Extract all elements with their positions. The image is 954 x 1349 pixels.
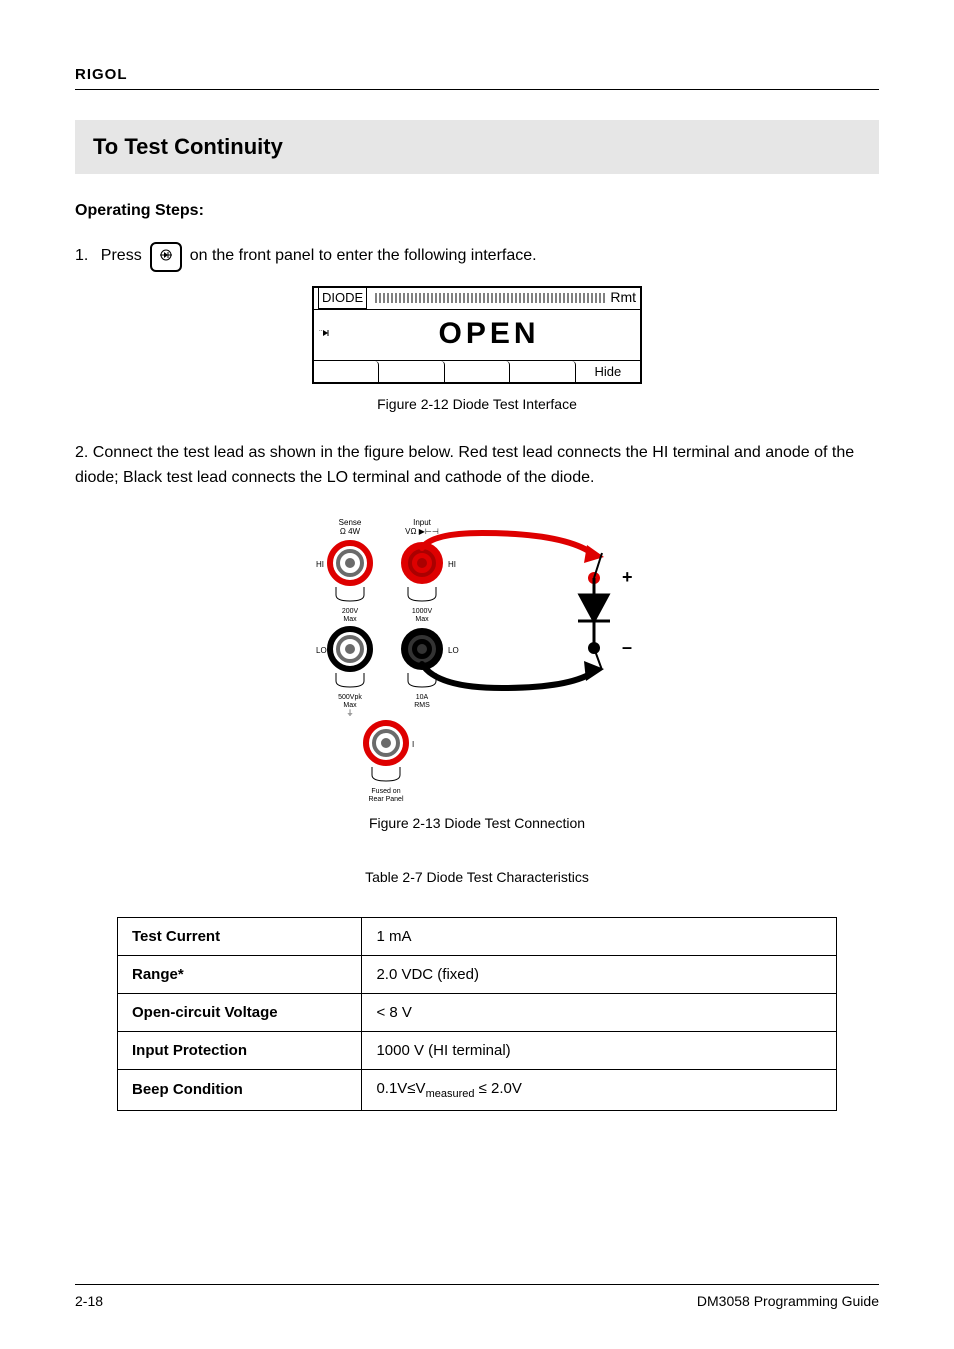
- table-row: Test Current 1 mA: [118, 917, 837, 955]
- lcd-screenshot: DIODE Rmt ... OPEN Hide: [312, 286, 642, 384]
- cell-label: Input Protection: [118, 1031, 362, 1069]
- plus-label: +: [622, 567, 633, 587]
- cell-value: < 8 V: [362, 993, 837, 1031]
- figure-13-caption: Figure 2-13 Diode Test Connection: [75, 813, 879, 835]
- lcd-diode-icon: ...: [314, 325, 338, 345]
- table-row: Beep Condition 0.1V≤Vmeasured ≤ 2.0V: [118, 1069, 837, 1110]
- max1-label: Max: [343, 616, 357, 623]
- bracket-1000v: [408, 587, 436, 601]
- step-1: 1. Press on the front panel to enter the…: [75, 242, 879, 415]
- v1000-label: 1000V: [412, 608, 433, 615]
- lcd-softkeys: Hide: [314, 360, 640, 382]
- page-header: RIGOL: [75, 66, 879, 90]
- lo-right-label: LO: [448, 646, 459, 655]
- footer-rule: [75, 1284, 879, 1285]
- a10-label: 10A: [416, 694, 429, 701]
- cell-label: Range*: [118, 955, 362, 993]
- gnd-label: ⏚: [347, 709, 354, 717]
- max3-label: Max: [343, 702, 357, 709]
- header-rule: [75, 89, 879, 90]
- cell-value: 1 mA: [362, 917, 837, 955]
- table-row: Input Protection 1000 V (HI terminal): [118, 1031, 837, 1069]
- cell-label: Test Current: [118, 917, 362, 955]
- table-row: Open-circuit Voltage < 8 V: [118, 993, 837, 1031]
- input-label: Input: [413, 518, 432, 527]
- cell-label: Open-circuit Voltage: [118, 993, 362, 1031]
- footer-page: 2-18: [75, 1293, 103, 1309]
- lcd-tab-1: [314, 361, 379, 382]
- footer-doc: DM3058 Programming Guide: [697, 1293, 879, 1309]
- lcd-dots: [375, 293, 606, 303]
- i-label: I: [412, 740, 414, 749]
- step-2: 2. Connect the test lead as shown in the…: [75, 441, 879, 834]
- diode-key-icon: [150, 242, 182, 272]
- table-caption: Table 2-7 Diode Test Characteristics: [75, 869, 879, 885]
- step-1-number: 1.: [75, 244, 88, 269]
- lcd-remote-label: Rmt: [610, 287, 636, 309]
- bracket-200v: [336, 587, 364, 601]
- page-footer: 2-18 DM3058 Programming Guide: [75, 1284, 879, 1309]
- sense2-label: Ω 4W: [340, 527, 361, 536]
- bracket-fused: [372, 767, 400, 781]
- lcd-tab-2: [379, 361, 444, 382]
- section-title: To Test Continuity: [75, 120, 879, 174]
- diode-symbol: [578, 578, 610, 648]
- lcd-top-bar: DIODE Rmt: [314, 288, 640, 310]
- sense-label: Sense: [339, 518, 362, 527]
- red-lead: [422, 533, 592, 553]
- rear-label: Rear Panel: [368, 796, 403, 803]
- cell-value: 0.1V≤Vmeasured ≤ 2.0V: [362, 1069, 837, 1110]
- lcd-main: ... OPEN: [314, 310, 640, 360]
- fused-label: Fused on: [371, 788, 400, 795]
- input2-label: VΩ ▶⊢⊣: [405, 527, 439, 536]
- step-2-text: Connect the test lead as shown in the fi…: [75, 444, 854, 486]
- black-probe-tip: [584, 661, 604, 681]
- step-2-number: 2.: [75, 444, 88, 461]
- cell-label: Beep Condition: [118, 1069, 362, 1110]
- rms-label: RMS: [414, 702, 430, 709]
- lcd-tab-hide: Hide: [576, 361, 640, 382]
- lcd-mode: DIODE: [318, 287, 367, 309]
- cell-value: 1000 V (HI terminal): [362, 1031, 837, 1069]
- lo-left-label: LO: [316, 646, 327, 655]
- black-lead: [422, 664, 592, 688]
- max2-label: Max: [415, 616, 429, 623]
- minus-label: –: [622, 637, 632, 657]
- lcd-tab-3: [445, 361, 510, 382]
- intro-label: Operating Steps:: [75, 202, 879, 220]
- v500-label: 500Vpk: [338, 694, 362, 701]
- v200-label: 200V: [342, 608, 359, 615]
- connection-diagram: Sense Ω 4W Input VΩ ▶⊢⊣ HI HI 200V Max 1…: [302, 503, 652, 803]
- brand-label: RIGOL: [75, 66, 879, 83]
- spec-table: Test Current 1 mA Range* 2.0 VDC (fixed)…: [117, 917, 837, 1111]
- jack-sense-hi: [330, 543, 370, 583]
- step-1-before: Press: [101, 244, 142, 269]
- lcd-reading: OPEN: [338, 311, 640, 358]
- figure-12-caption: Figure 2-12 Diode Test Interface: [75, 394, 879, 416]
- bracket-500v: [336, 673, 364, 687]
- jack-current: [366, 723, 406, 763]
- step-1-after: on the front panel to enter the followin…: [190, 244, 537, 269]
- jack-sense-lo: [330, 629, 370, 669]
- lcd-tab-4: [510, 361, 575, 382]
- cell-value: 2.0 VDC (fixed): [362, 955, 837, 993]
- table-row: Range* 2.0 VDC (fixed): [118, 955, 837, 993]
- hi-right-label: HI: [448, 560, 456, 569]
- step-1-text: 1. Press on the front panel to enter the…: [75, 242, 879, 272]
- hi-left-label: HI: [316, 560, 324, 569]
